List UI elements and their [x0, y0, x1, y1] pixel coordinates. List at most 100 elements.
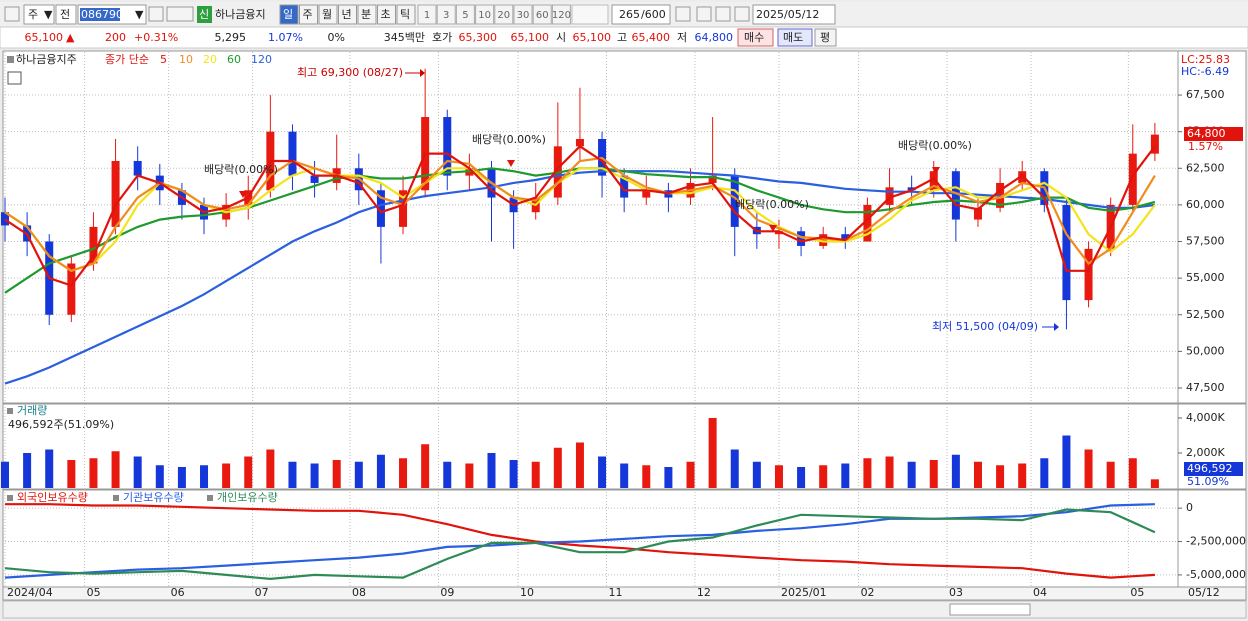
x-tick-label: 2024/04 — [7, 586, 53, 599]
candle-body — [1150, 134, 1159, 154]
tool-icon[interactable] — [675, 6, 691, 22]
interval-button[interactable] — [513, 4, 533, 25]
direction: ▲ — [66, 31, 75, 44]
candle-body — [89, 226, 98, 264]
legend-icon — [7, 408, 13, 414]
hc-label: HC:-6.49 — [1181, 65, 1229, 78]
date-input[interactable] — [752, 4, 836, 25]
grid-toggle-icon[interactable] — [7, 71, 22, 85]
stock-code: 086790 — [81, 8, 123, 21]
legend-entry[interactable]: 60 — [227, 53, 241, 66]
zoom-slider[interactable] — [949, 603, 1031, 616]
interval-button[interactable] — [455, 4, 475, 25]
volume-bar — [111, 451, 120, 488]
candle-body — [642, 190, 651, 198]
y-tick-label: -5,000,000 — [1186, 568, 1246, 581]
volume-bar — [642, 465, 651, 488]
period-button[interactable] — [377, 4, 396, 25]
legend-entry[interactable]: 5 — [160, 53, 167, 66]
legend-entry[interactable]: 20 — [203, 53, 217, 66]
search-button[interactable] — [148, 6, 164, 22]
volume-bar — [443, 461, 452, 488]
volume-bar — [1062, 435, 1071, 488]
volume-title: 거래량 — [17, 404, 47, 417]
x-tick-label: 08 — [352, 586, 366, 599]
count-box[interactable] — [611, 4, 671, 25]
candle-body — [67, 263, 76, 315]
period-button[interactable] — [279, 4, 299, 25]
candle-body — [774, 231, 783, 235]
volume-info: 496,592주(51.09%) — [8, 418, 114, 431]
period-button[interactable] — [396, 4, 416, 25]
volume-bar — [67, 460, 76, 488]
sound-button[interactable] — [166, 6, 194, 22]
dividend-marker — [507, 160, 515, 167]
interval-label: 60 — [536, 10, 549, 21]
volume-bar — [354, 461, 363, 488]
interval-select[interactable] — [571, 4, 609, 25]
interval-button[interactable] — [417, 4, 437, 25]
menu-icon[interactable] — [4, 6, 20, 22]
tool-icon[interactable] — [696, 6, 712, 22]
last-change: 1.57% — [1188, 140, 1223, 153]
volume-bar — [598, 456, 607, 488]
legend-entry[interactable]: 외국인보유수량 — [17, 491, 88, 504]
legend-entry[interactable]: 기관보유수량 — [123, 491, 184, 504]
volume-bar — [1018, 463, 1027, 488]
volume-panel — [2, 403, 1179, 490]
period-type-select[interactable] — [23, 4, 55, 25]
legend-entry[interactable]: 개인보유수량 — [217, 491, 278, 504]
volume-bar — [1150, 479, 1159, 488]
sell-button[interactable] — [777, 28, 813, 47]
period-label: 일 — [283, 7, 293, 21]
period-button[interactable] — [318, 4, 338, 25]
volume-bar — [45, 449, 54, 488]
x-tick-label: 11 — [608, 586, 622, 599]
interval-button[interactable] — [532, 4, 552, 25]
volume-bar — [1106, 461, 1115, 488]
last-volume-box — [1184, 462, 1243, 476]
period-label: 분 — [361, 8, 371, 21]
dividend-annotation: 배당락(0.00%) — [472, 133, 546, 146]
dropdown-arrow: ▼ — [135, 8, 144, 21]
volume-bar — [200, 465, 209, 488]
period-button[interactable] — [338, 4, 357, 25]
dividend-annotation: 배당락(0.00%) — [204, 163, 278, 176]
volume-bar — [708, 418, 717, 488]
volume-bar — [575, 442, 584, 488]
scrollbar[interactable] — [2, 600, 1247, 619]
avg-button[interactable] — [814, 28, 837, 47]
interval-button[interactable] — [551, 4, 571, 25]
legend-entry[interactable]: 10 — [179, 53, 193, 66]
candle-body — [443, 117, 452, 176]
market-select[interactable] — [55, 4, 77, 25]
buy-button[interactable] — [737, 28, 774, 47]
y-tick-label: 2,000K — [1186, 446, 1225, 459]
settings-icon[interactable] — [734, 6, 750, 22]
legend-entry[interactable]: 120 — [251, 53, 272, 66]
interval-label: 10 — [478, 10, 491, 21]
new-badge-bg[interactable] — [197, 6, 212, 23]
interval-label: 30 — [517, 10, 530, 21]
code-highlight — [80, 8, 120, 21]
interval-button[interactable] — [436, 4, 456, 25]
interval-button[interactable] — [494, 4, 514, 25]
period-button[interactable] — [357, 4, 377, 25]
candle-body — [376, 190, 385, 227]
ask-label: 호가 — [432, 31, 452, 44]
amount: 345백만 — [384, 31, 425, 44]
interval-label: 20 — [497, 10, 510, 21]
x-tick-label: 02 — [861, 586, 875, 599]
volume-bar — [376, 454, 385, 488]
period-button[interactable] — [299, 4, 318, 25]
save-icon[interactable] — [715, 6, 731, 22]
candle-body — [907, 187, 916, 191]
holdings-panel — [2, 489, 1179, 588]
candle-body — [620, 175, 629, 198]
dividend-marker — [932, 167, 940, 174]
y-tick-label: 4,000K — [1186, 411, 1225, 424]
volume-bar — [288, 461, 297, 488]
interval-button[interactable] — [475, 4, 495, 25]
bid: 65,100 — [511, 31, 550, 44]
